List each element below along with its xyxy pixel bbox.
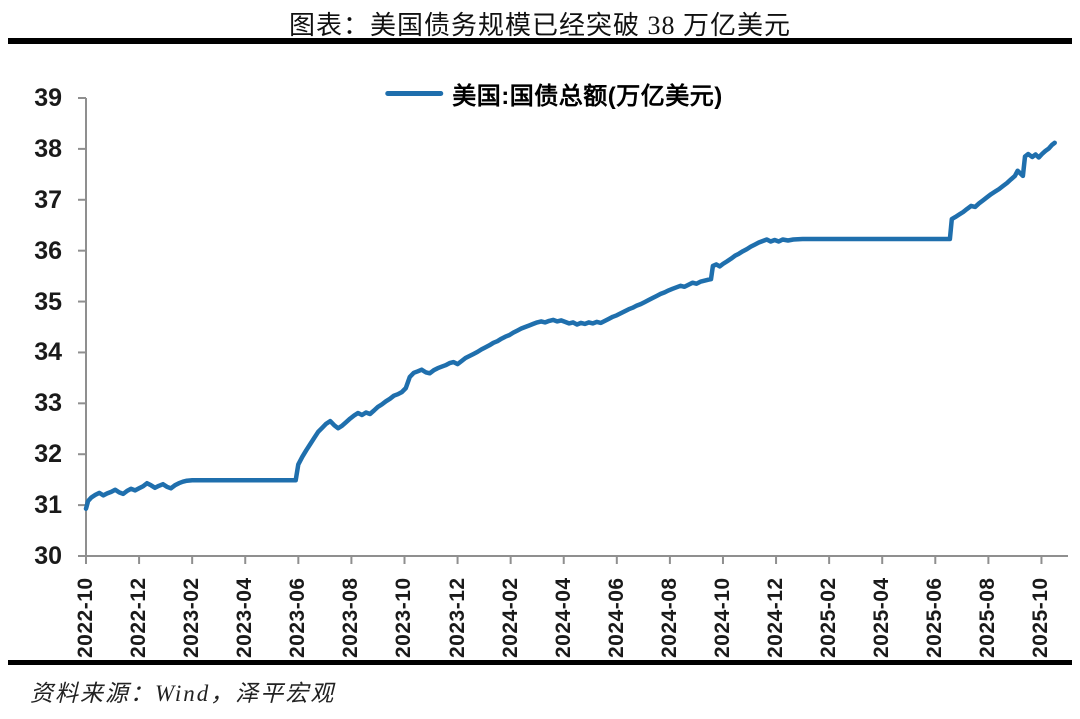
x-tick-label: 2025-10 <box>1029 577 1053 658</box>
x-tick-label: 2023-02 <box>180 577 204 658</box>
x-tick-label: 2023-12 <box>445 577 469 658</box>
x-tick-label: 2024-06 <box>604 577 628 658</box>
y-tick-label: 31 <box>34 491 62 520</box>
y-tick-label: 34 <box>34 338 62 367</box>
x-tick-label: 2024-08 <box>657 577 681 658</box>
top-divider <box>8 38 1072 44</box>
x-tick-label: 2023-10 <box>392 577 416 658</box>
y-tick-label: 39 <box>34 84 62 112</box>
x-tick-label: 2024-04 <box>551 577 575 658</box>
debt-line-chart: 美国:国债总额(万亿美元) 30 31 32 33 34 35 36 37 38 39 2022-… <box>0 48 1080 658</box>
x-tick-label: 2025-02 <box>817 577 841 658</box>
bottom-divider <box>8 660 1072 665</box>
x-tick-label: 2023-04 <box>233 577 257 658</box>
x-tick-label: 2024-12 <box>764 577 788 658</box>
axes <box>78 97 1068 564</box>
x-tick-label: 2025-04 <box>870 577 894 658</box>
series-group <box>83 140 1057 511</box>
x-tick-label: 2023-06 <box>286 577 310 658</box>
plot-svg <box>78 97 1068 564</box>
x-tick-label: 2025-06 <box>923 577 947 658</box>
x-tick-label: 2025-08 <box>976 577 1000 658</box>
x-tick-label: 2024-02 <box>498 577 522 658</box>
x-tick-label: 2024-10 <box>710 577 734 658</box>
page-title: 图表：美国债务规模已经突破 38 万亿美元 <box>288 11 791 40</box>
y-tick-label: 35 <box>34 287 62 316</box>
source-note: 资料来源：Wind，泽平宏观 <box>30 681 336 706</box>
y-tick-label: 37 <box>34 185 62 214</box>
y-tick-label: 33 <box>34 389 62 418</box>
y-tick-label: 36 <box>34 236 62 265</box>
y-tick-label: 32 <box>34 440 62 469</box>
x-tick-label: 2023-08 <box>339 577 363 658</box>
y-tick-label: 30 <box>34 542 62 570</box>
legend-series-label: 美国:国债总额(万亿美元) <box>452 83 723 110</box>
legend: 美国:国债总额(万亿美元) <box>385 76 722 111</box>
series-path <box>83 140 1057 511</box>
legend-line-marker <box>385 91 444 96</box>
x-tick-label: 2022-10 <box>74 577 97 658</box>
x-tick-label: 2022-12 <box>127 577 151 658</box>
y-tick-label: 38 <box>34 134 62 163</box>
